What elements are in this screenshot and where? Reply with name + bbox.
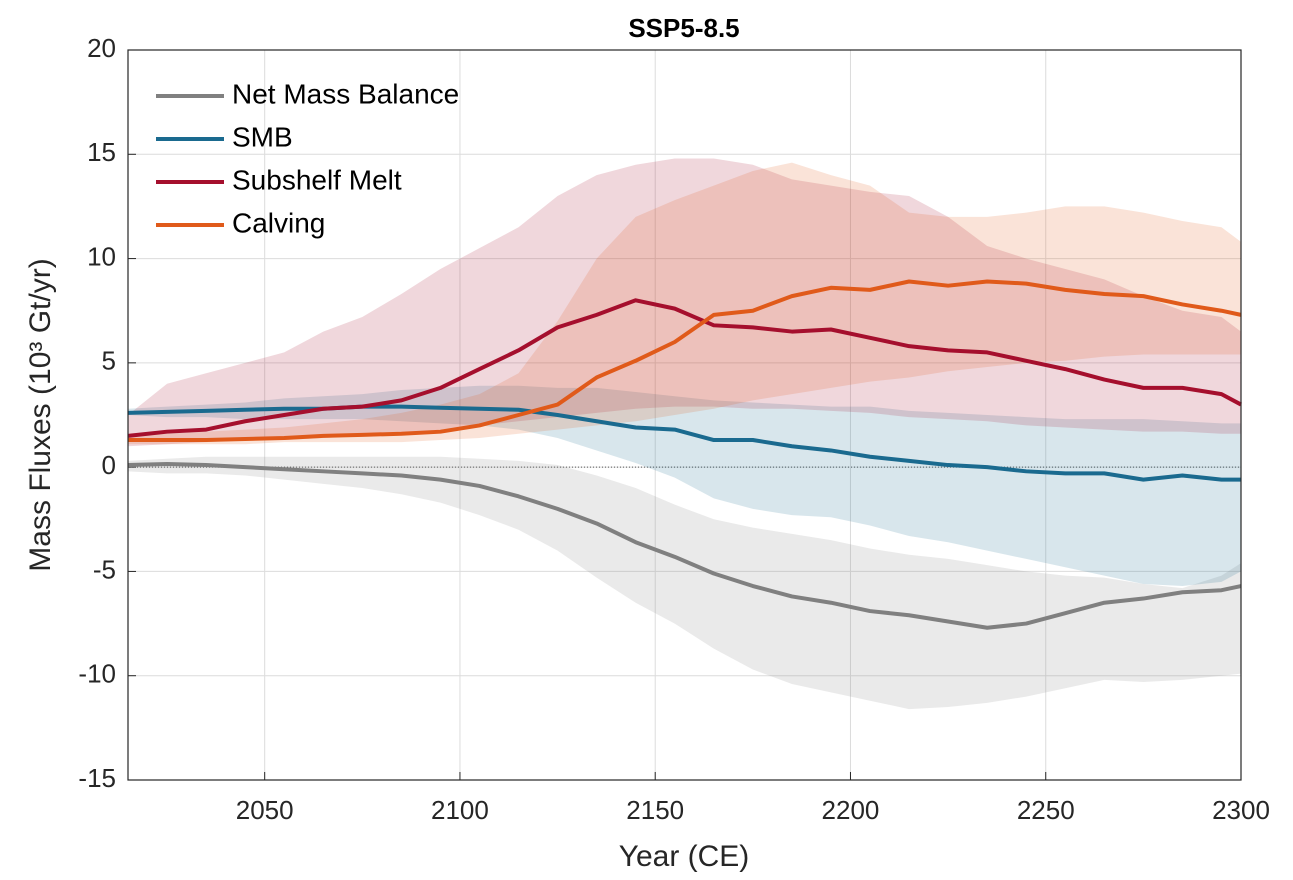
y-tick-label: -15: [78, 763, 116, 793]
series-line: [127, 462, 1242, 630]
axes-box: [127, 49, 1242, 781]
chart-title: SSP5-8.5: [628, 13, 739, 43]
uncertainty-band: [128, 162, 1241, 445]
x-tick-label: 2050: [236, 795, 294, 825]
y-tick-label: 10: [87, 241, 116, 271]
uncertainty-band: [128, 158, 1241, 447]
plot-area: [128, 50, 1241, 780]
series-line: [127, 298, 1242, 438]
y-tick-label: -5: [93, 554, 116, 584]
series-line: [128, 279, 1242, 443]
legend-label: Calving: [232, 207, 325, 238]
x-tick-label: 2300: [1212, 795, 1270, 825]
y-tick-label: 5: [102, 346, 116, 376]
uncertainty-band: [128, 385, 1241, 587]
x-tick-label: 2200: [822, 795, 880, 825]
x-axis-label: Year (CE): [619, 840, 750, 873]
x-tick-label: 2150: [626, 795, 684, 825]
y-tick-label: 15: [87, 137, 116, 167]
legend-label: Net Mass Balance: [232, 78, 459, 109]
y-axis-label: Mass Fluxes (10³ Gt/yr): [24, 258, 57, 571]
x-tick-label: 2250: [1017, 795, 1075, 825]
y-tick-label: 20: [87, 33, 116, 63]
legend-label: Subshelf Melt: [232, 164, 402, 195]
x-tick-label: 2100: [431, 795, 489, 825]
legend-label: SMB: [232, 121, 293, 152]
y-tick-label: 0: [102, 450, 116, 480]
y-tick-label: -10: [78, 659, 116, 689]
uncertainty-band: [128, 456, 1241, 710]
